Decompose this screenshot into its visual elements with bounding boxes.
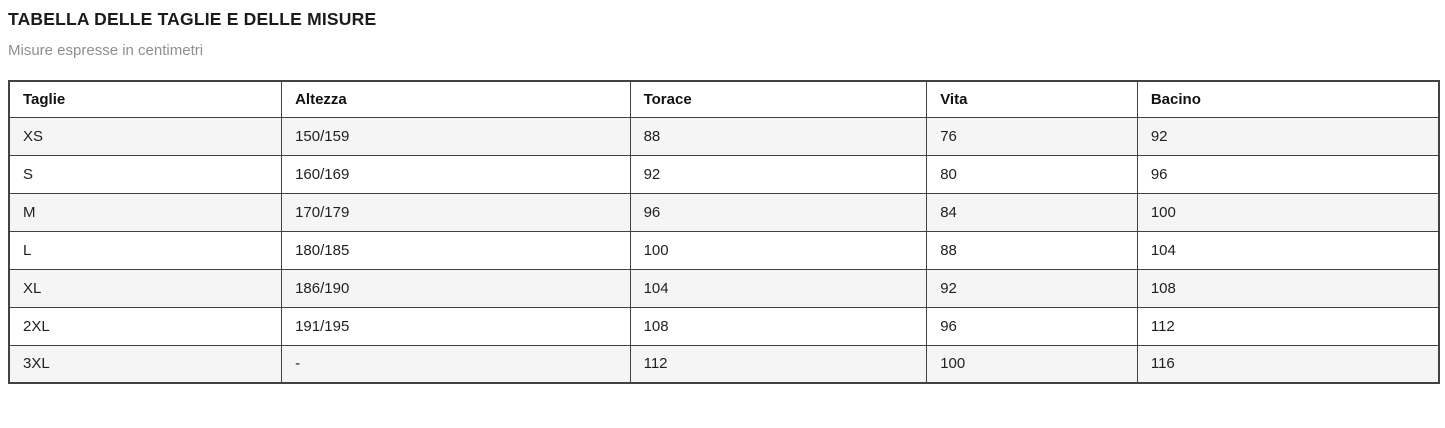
table-row-xs: XS 150/159 88 76 92 xyxy=(8,116,1440,156)
table-cell: 180/185 xyxy=(281,230,631,270)
page-subtitle: Misure espresse in centimetri xyxy=(8,42,204,59)
table-cell: S xyxy=(8,154,283,194)
table-cell: XL xyxy=(8,268,283,308)
page-title: TABELLA DELLE TAGLIE E DELLE MISURE xyxy=(8,9,377,29)
table-cell: 80 xyxy=(926,154,1138,194)
table-row-l: L 180/185 100 88 104 xyxy=(8,230,1440,270)
table-cell: 96 xyxy=(926,306,1138,346)
table-cell: - xyxy=(281,344,631,384)
table-row-m: M 170/179 96 84 100 xyxy=(8,192,1440,232)
table-cell: 2XL xyxy=(8,306,283,346)
table-cell: 170/179 xyxy=(281,192,631,232)
table-cell: 88 xyxy=(629,116,928,156)
table-cell: 108 xyxy=(629,306,928,346)
table-cell: 92 xyxy=(1136,116,1440,156)
table-cell: 116 xyxy=(1136,344,1440,384)
table-cell: 104 xyxy=(629,268,928,308)
table-cell: 104 xyxy=(1136,230,1440,270)
column-header-vita: Vita xyxy=(926,80,1138,118)
table-cell: 100 xyxy=(926,344,1138,384)
table-cell: 191/195 xyxy=(281,306,631,346)
table-row-xl: XL 186/190 104 92 108 xyxy=(8,268,1440,308)
table-cell: 92 xyxy=(629,154,928,194)
table-cell: 108 xyxy=(1136,268,1440,308)
table-cell: 112 xyxy=(629,344,928,384)
column-header-altezza: Altezza xyxy=(281,80,631,118)
table-cell: 96 xyxy=(1136,154,1440,194)
table-cell: XS xyxy=(8,116,283,156)
table-row-s: S 160/169 92 80 96 xyxy=(8,154,1440,194)
table-cell: 3XL xyxy=(8,344,283,384)
table-cell: 84 xyxy=(926,192,1138,232)
table-cell: 92 xyxy=(926,268,1138,308)
table-cell: 112 xyxy=(1136,306,1440,346)
size-chart-page: TABELLA DELLE TAGLIE E DELLE MISURE Misu… xyxy=(0,9,1445,428)
size-chart-table: Taglie Altezza Torace Vita Bacino XS 150… xyxy=(8,80,1440,384)
table-row-2xl: 2XL 191/195 108 96 112 xyxy=(8,306,1440,346)
table-cell: 150/159 xyxy=(281,116,631,156)
table-cell: 186/190 xyxy=(281,268,631,308)
table-cell: 100 xyxy=(1136,192,1440,232)
table-cell: 100 xyxy=(629,230,928,270)
table-row-3xl: 3XL - 112 100 116 xyxy=(8,344,1440,384)
table-header-row: Taglie Altezza Torace Vita Bacino xyxy=(8,80,1440,118)
table-cell: L xyxy=(8,230,283,270)
column-header-bacino: Bacino xyxy=(1136,80,1440,118)
table-cell: 160/169 xyxy=(281,154,631,194)
table-cell: M xyxy=(8,192,283,232)
table-cell: 88 xyxy=(926,230,1138,270)
column-header-taglie: Taglie xyxy=(8,80,283,118)
table-cell: 76 xyxy=(926,116,1138,156)
column-header-torace: Torace xyxy=(629,80,928,118)
table-cell: 96 xyxy=(629,192,928,232)
